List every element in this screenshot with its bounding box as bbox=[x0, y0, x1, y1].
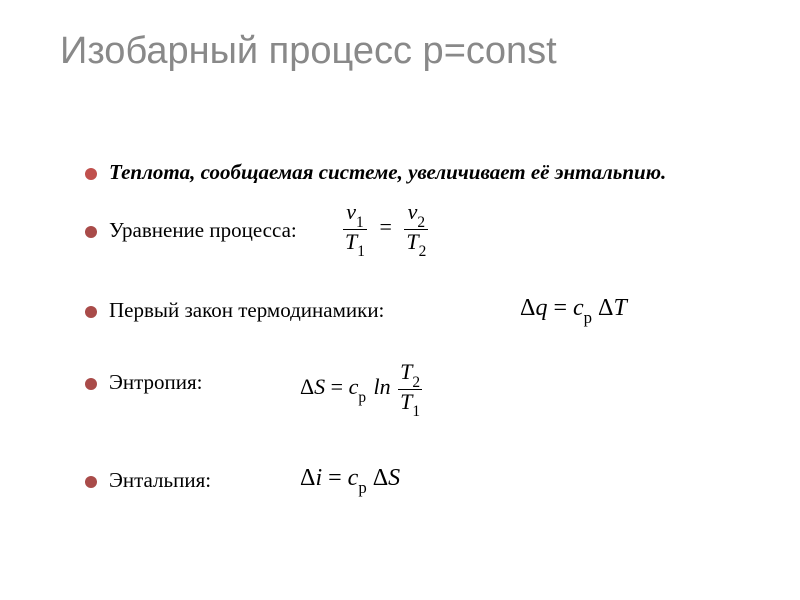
bullet-label: Энтальпия: bbox=[109, 468, 211, 493]
bullet-icon bbox=[85, 306, 97, 318]
bullet-icon bbox=[85, 168, 97, 180]
bullet-label: Теплота, сообщаемая системе, увеличивает… bbox=[109, 160, 666, 185]
slide-title: Изобарный процесс p=const bbox=[60, 30, 557, 73]
formula-enthalpy: Δi = cp ΔS bbox=[300, 465, 400, 496]
bullet-label: Первый закон термодинамики: bbox=[109, 298, 384, 323]
bullet-row-4: Энтальпия: bbox=[85, 468, 765, 493]
slide: Изобарный процесс p=const Теплота, сообщ… bbox=[0, 0, 800, 600]
bullet-label: Энтропия: bbox=[109, 370, 203, 395]
formula-entropy: ΔS = cp ln T2 T1 bbox=[300, 360, 425, 418]
bullet-icon bbox=[85, 226, 97, 238]
formula-first-law: Δq = cp ΔT bbox=[520, 295, 627, 326]
bullet-icon bbox=[85, 476, 97, 488]
formula-process-equation: v1 T1 = v2 T2 bbox=[340, 200, 431, 258]
bullet-row-2: Первый закон термодинамики: bbox=[85, 298, 765, 323]
bullet-row-0: Теплота, сообщаемая системе, увеличивает… bbox=[85, 160, 765, 185]
bullet-icon bbox=[85, 378, 97, 390]
bullet-label: Уравнение процесса: bbox=[109, 218, 297, 243]
